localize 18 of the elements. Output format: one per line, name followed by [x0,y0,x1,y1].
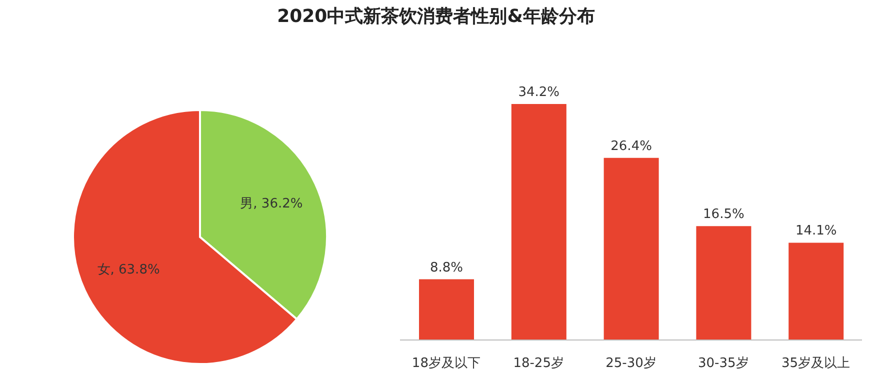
data-label: 8.8% [430,260,464,276]
x-tick-label: 18-25岁 [513,356,564,372]
chart-title: 2020中式新茶饮消费者性别&年龄分布 [276,5,596,28]
x-tick-label: 25-30岁 [606,356,656,372]
slice-label: 男, 36.2% [240,196,303,212]
x-tick-label: 18岁及以下 [412,356,480,372]
bar [419,279,474,340]
bar [788,242,844,340]
bar [604,158,659,340]
bar [511,104,566,340]
x-tick-label: 35岁及以上 [782,356,850,372]
data-label: 14.1% [795,224,837,239]
x-tick-label: 30-35岁 [698,356,749,372]
data-label: 26.4% [610,138,652,154]
bar [696,226,752,340]
data-label: 34.2% [518,85,560,100]
data-label: 16.5% [703,207,744,222]
slice-label: 女, 63.8% [97,262,160,278]
